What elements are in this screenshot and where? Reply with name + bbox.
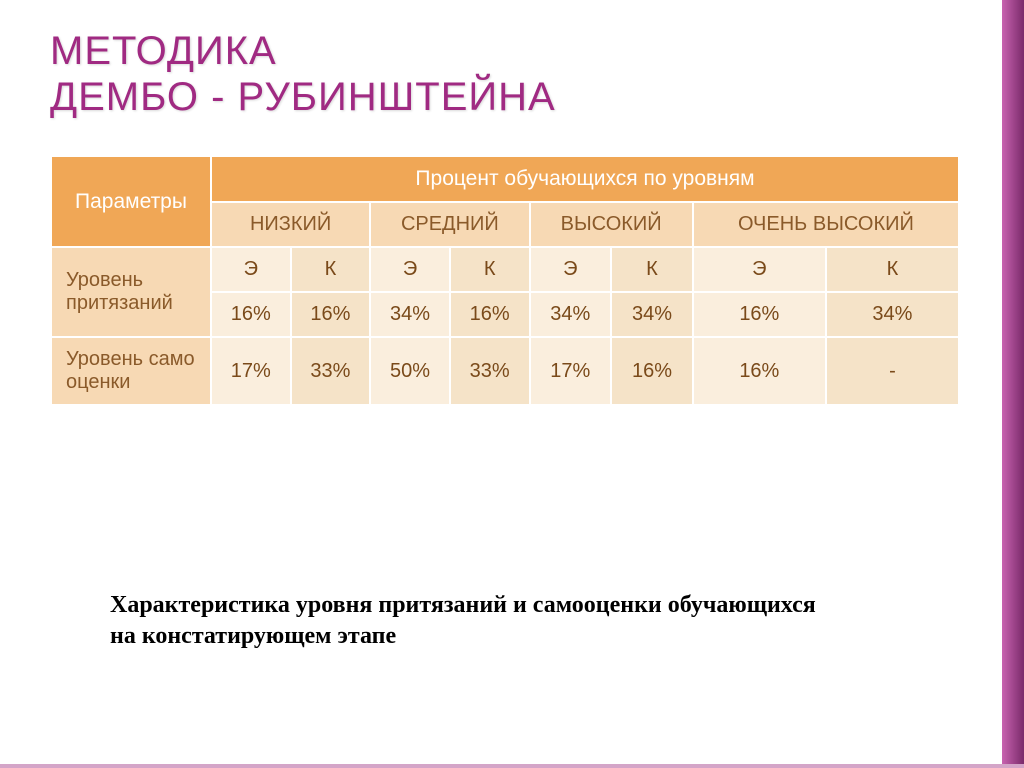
sub-1: К bbox=[291, 247, 371, 292]
sub-0: Э bbox=[211, 247, 291, 292]
cell: 34% bbox=[370, 292, 450, 337]
cell: 50% bbox=[370, 337, 450, 405]
caption-line-1: Характеристика уровня притязаний и самоо… bbox=[110, 592, 816, 618]
header-pct-title: Процент обучающихся по уровням bbox=[211, 156, 959, 202]
cell: 33% bbox=[450, 337, 530, 405]
table-header-row-1: Параметры Процент обучающихся по уровням bbox=[51, 156, 959, 202]
cell: 33% bbox=[291, 337, 371, 405]
cell: 16% bbox=[211, 292, 291, 337]
sub-5: К bbox=[611, 247, 693, 292]
sub-3: К bbox=[450, 247, 530, 292]
cell: 16% bbox=[291, 292, 371, 337]
level-low: НИЗКИЙ bbox=[211, 202, 370, 247]
cell: 16% bbox=[611, 337, 693, 405]
slide-title: МЕТОДИКА ДЕМБО - РУБИНШТЕЙНА bbox=[50, 28, 556, 120]
cell: 34% bbox=[826, 292, 959, 337]
decor-border-right bbox=[1002, 0, 1024, 768]
level-high: ВЫСОКИЙ bbox=[530, 202, 693, 247]
decor-border-bottom bbox=[0, 764, 1024, 768]
title-line-2: ДЕМБО - РУБИНШТЕЙНА bbox=[50, 74, 556, 120]
cell: 34% bbox=[611, 292, 693, 337]
caption: Характеристика уровня притязаний и самоо… bbox=[110, 590, 930, 652]
row-label-1: Уровень притязаний bbox=[51, 247, 211, 337]
sub-7: К bbox=[826, 247, 959, 292]
sub-4: Э bbox=[530, 247, 612, 292]
cell: 16% bbox=[693, 337, 826, 405]
slide: МЕТОДИКА ДЕМБО - РУБИНШТЕЙНА Параметры П… bbox=[0, 0, 1024, 768]
level-mid: СРЕДНИЙ bbox=[370, 202, 529, 247]
caption-line-2: на констатирующем этапе bbox=[110, 623, 396, 649]
table-row: Уровень само оценки 17% 33% 50% 33% 17% … bbox=[51, 337, 959, 405]
level-very-high: ОЧЕНЬ ВЫСОКИЙ bbox=[693, 202, 959, 247]
cell: 34% bbox=[530, 292, 612, 337]
data-table: Параметры Процент обучающихся по уровням… bbox=[50, 155, 960, 406]
cell: 17% bbox=[530, 337, 612, 405]
cell: 16% bbox=[450, 292, 530, 337]
header-params: Параметры bbox=[51, 156, 211, 247]
cell: 17% bbox=[211, 337, 291, 405]
sub-6: Э bbox=[693, 247, 826, 292]
sub-2: Э bbox=[370, 247, 450, 292]
row-label-2: Уровень само оценки bbox=[51, 337, 211, 405]
cell: - bbox=[826, 337, 959, 405]
table-subheader-row: Уровень притязаний Э К Э К Э К Э К bbox=[51, 247, 959, 292]
cell: 16% bbox=[693, 292, 826, 337]
title-line-1: МЕТОДИКА bbox=[50, 28, 556, 74]
